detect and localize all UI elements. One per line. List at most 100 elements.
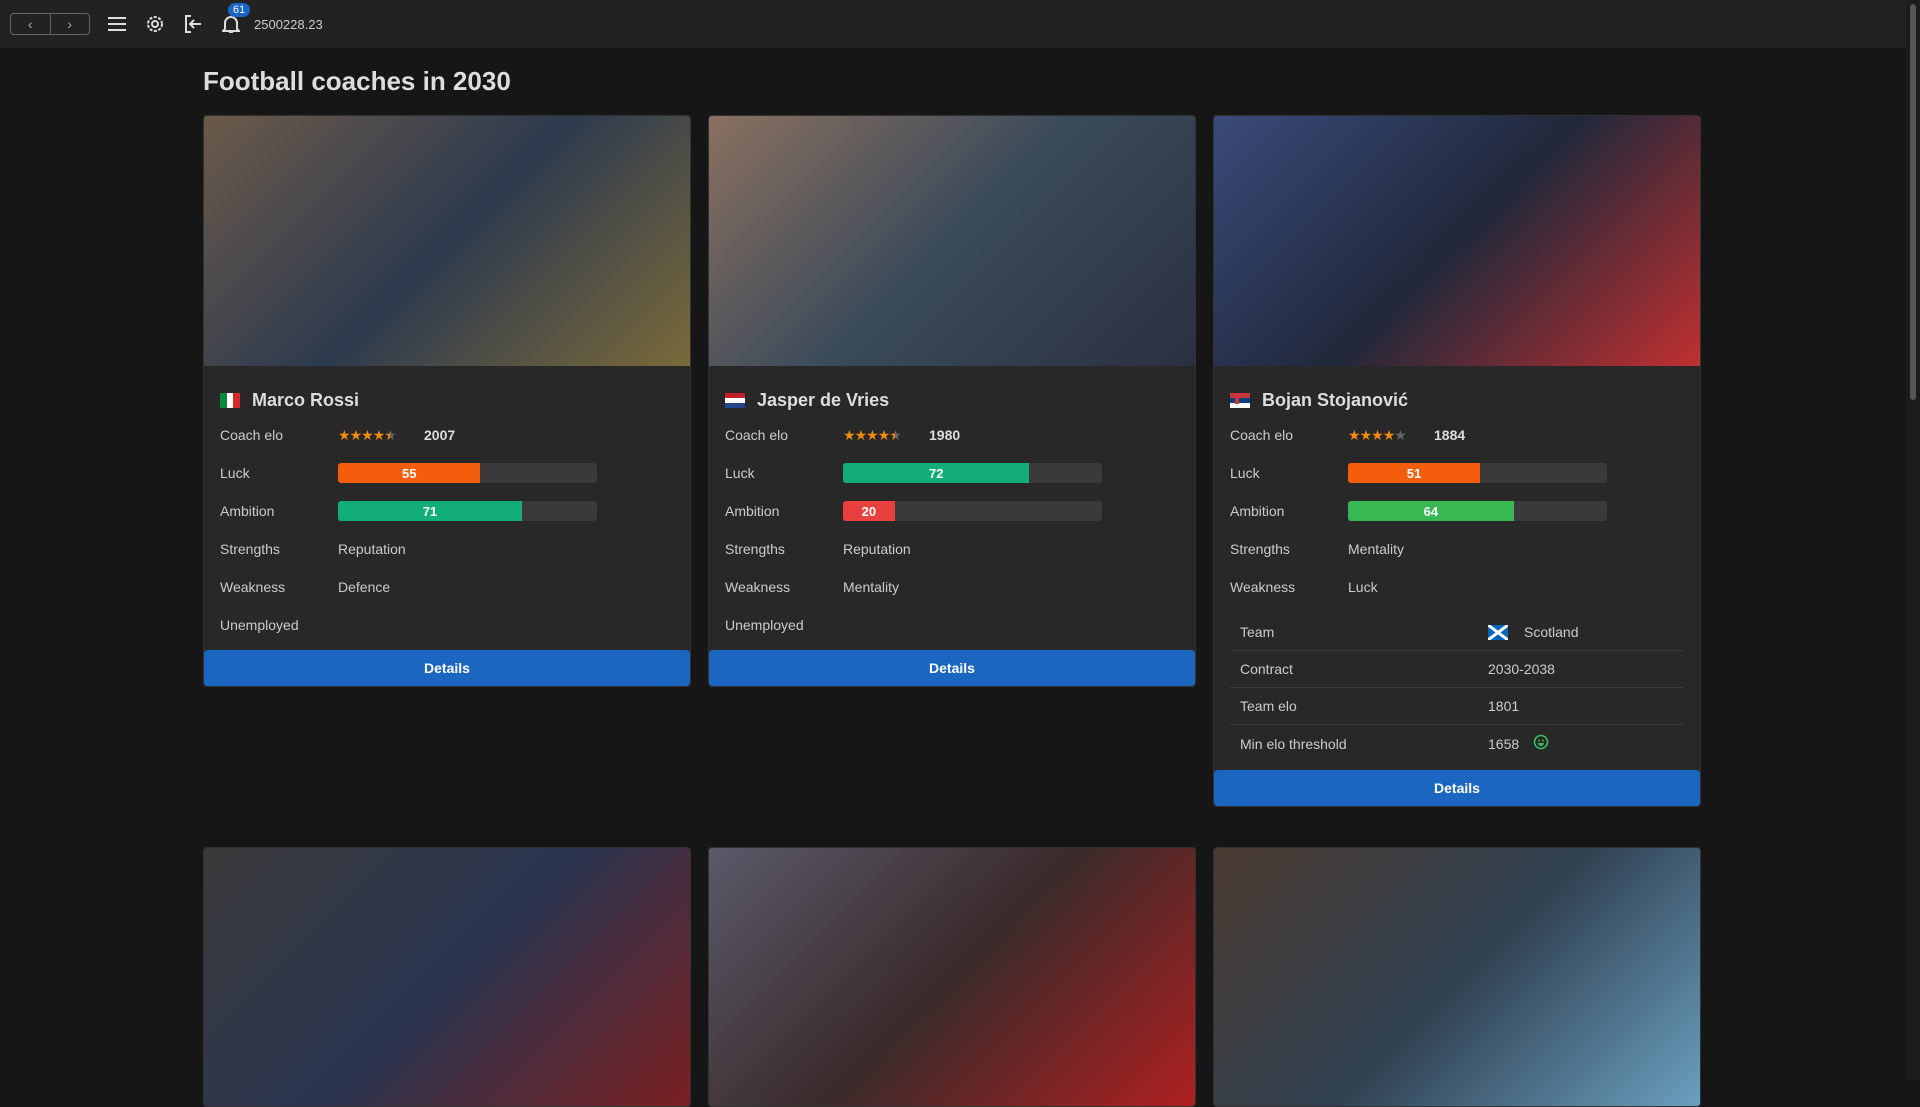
flag-scotland-icon [1487, 623, 1509, 641]
strengths-label: Strengths [220, 541, 280, 557]
flag-italy-icon [220, 392, 240, 408]
strengths-value: Mentality [1348, 541, 1405, 557]
coach-photo [204, 848, 690, 1106]
luck-fill: 55 [338, 463, 481, 483]
coach-name: Marco Rossi [252, 389, 360, 410]
coach-card [708, 847, 1196, 1107]
min-elo-value: 1658 [1488, 735, 1520, 752]
luck-bar: 51 [1348, 463, 1607, 483]
ambition-label: Ambition [220, 503, 275, 519]
bell-icon[interactable]: 61 [220, 3, 251, 35]
star-rating: ★★★★★ [1348, 427, 1434, 444]
contract-value: 2030-2038 [1488, 661, 1555, 677]
ambition-fill: 64 [1348, 501, 1514, 521]
smiley-icon [1533, 734, 1549, 753]
star-icon: ★ [843, 426, 856, 443]
coach-card: Jasper de Vries Coach elo ★★★★★ 1980 Luck 7… [708, 115, 1196, 687]
strengths-value: Reputation [843, 541, 911, 557]
star-rating: ★★★★★ [843, 427, 929, 444]
forward-button[interactable]: › [67, 16, 73, 32]
weakness-label: Weakness [1230, 579, 1296, 595]
luck-bar: 55 [338, 463, 597, 483]
luck-bar: 72 [843, 463, 1102, 483]
logout-icon[interactable] [182, 13, 204, 35]
coach-name: Jasper de Vries [757, 389, 890, 410]
weakness-label: Weakness [725, 579, 791, 595]
menu-icon[interactable] [106, 13, 128, 35]
details-button[interactable]: Details [709, 650, 1195, 686]
coach-photo [1214, 116, 1700, 366]
star-icon: ★ [1348, 426, 1361, 443]
coach-photo [709, 848, 1195, 1106]
star-icon: ★ [361, 426, 374, 443]
details-button[interactable]: Details [204, 650, 690, 686]
ambition-bar: 71 [338, 501, 597, 521]
star-icon: ★ [1359, 426, 1373, 443]
luck-fill: 72 [843, 463, 1030, 483]
scrollbar[interactable] [1906, 0, 1920, 1080]
coach-elo-value: 2007 [424, 427, 456, 443]
ambition-fill: 71 [338, 501, 522, 521]
team-name: Scotland [1524, 624, 1579, 640]
luck-label: Luck [220, 465, 250, 481]
details-button[interactable]: Details [1214, 770, 1700, 806]
weakness-value: Defence [338, 579, 391, 595]
ambition-fill: 20 [843, 501, 895, 521]
star-icon: ★ [1394, 426, 1407, 443]
coach-elo-value: 1884 [1434, 427, 1466, 443]
min-elo-label: Min elo threshold [1240, 735, 1347, 752]
coach-card [1213, 847, 1701, 1107]
back-button[interactable]: ‹ [11, 14, 51, 34]
half-star-icon: ★ [889, 426, 902, 443]
star-icon: ★ [338, 426, 351, 443]
luck-fill: 51 [1348, 463, 1481, 483]
coach-elo-label: Coach elo [1230, 427, 1294, 443]
coach-card: Bojan Stojanović Coach elo ★★★★★ 1884 Luck… [1213, 115, 1701, 807]
coach-photo [1214, 848, 1700, 1106]
star-icon: ★ [1371, 426, 1384, 443]
ambition-label: Ambition [1230, 503, 1285, 519]
balance: 2500228.23 [254, 16, 323, 32]
team-label: Team [1240, 624, 1275, 640]
team-elo-value: 1801 [1488, 698, 1520, 714]
nav-buttons: ‹ › [10, 13, 90, 35]
weakness-label: Weakness [220, 579, 286, 595]
top-bar: ‹ › 61 2500228.23 [0, 0, 1906, 48]
weakness-value: Mentality [843, 579, 900, 595]
weakness-value: Luck [1348, 579, 1378, 595]
star-icon: ★ [854, 426, 868, 443]
star-icon: ★ [877, 426, 891, 443]
notification-badge: 61 [228, 3, 251, 17]
strengths-value: Reputation [338, 541, 406, 557]
star-rating: ★★★★★ [338, 427, 424, 444]
star-icon: ★ [866, 426, 879, 443]
flag-netherlands-icon [725, 392, 745, 408]
employment-status: Unemployed [725, 617, 804, 633]
coach-photo [204, 116, 690, 366]
star-icon: ★ [349, 426, 363, 443]
ambition-label: Ambition [725, 503, 780, 519]
team-table: Team Scotland Contract 2030-2038 Team elo 1… [1230, 614, 1684, 762]
employment-status: Unemployed [220, 617, 299, 633]
luck-label: Luck [725, 465, 755, 481]
luck-label: Luck [1230, 465, 1260, 481]
page-title: Football coaches in 2030 [203, 66, 511, 96]
coach-elo-value: 1980 [929, 427, 961, 443]
ambition-bar: 64 [1348, 501, 1607, 521]
gear-icon[interactable] [144, 13, 166, 35]
coach-card [203, 847, 691, 1107]
half-star-icon: ★ [384, 426, 397, 443]
coach-elo-label: Coach elo [220, 427, 284, 443]
strengths-label: Strengths [1230, 541, 1290, 557]
coach-photo [709, 116, 1195, 366]
star-icon: ★ [372, 426, 386, 443]
team-elo-label: Team elo [1240, 698, 1297, 714]
contract-label: Contract [1240, 661, 1293, 677]
strengths-label: Strengths [725, 541, 785, 557]
ambition-bar: 20 [843, 501, 1102, 521]
flag-serbia-icon [1230, 392, 1250, 408]
coach-card: Marco Rossi Coach elo ★★★★★ 2007 Luck 55 Am… [203, 115, 691, 687]
star-icon: ★ [1382, 426, 1396, 443]
coach-elo-label: Coach elo [725, 427, 789, 443]
coach-name: Bojan Stojanović [1262, 389, 1409, 410]
